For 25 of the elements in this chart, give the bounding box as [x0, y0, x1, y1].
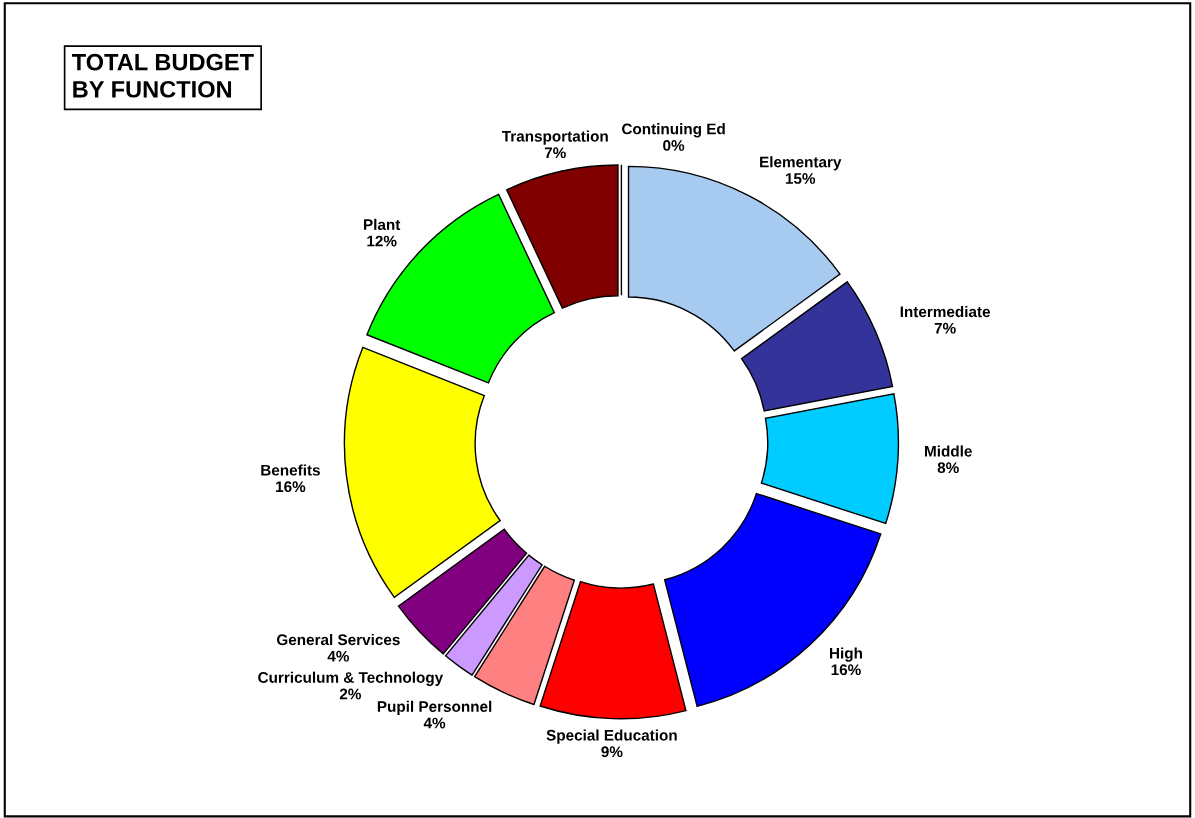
data-label: 15% [785, 173, 816, 184]
slice-label: Middle [925, 445, 972, 457]
slice-label: Pupil Personnel [377, 700, 492, 715]
data-label: 4% [423, 717, 446, 729]
data-label: 9% [601, 746, 623, 758]
text: 0% [663, 140, 685, 151]
slice-label: Curriculum & Technology [258, 671, 444, 686]
chart-title: TOTAL BUDGET BY FUNCTION [71, 53, 254, 98]
slice-label: General Services [276, 633, 400, 646]
slice-label: Plant [364, 218, 401, 231]
data-label: 16% [276, 481, 306, 493]
slice-label: Transportation [501, 130, 608, 145]
slice-label: Benefits [261, 464, 320, 476]
slice-label: High [830, 647, 862, 662]
data-label: 12% [367, 235, 397, 247]
slice-label: Special Education [546, 729, 677, 744]
data-label: 2% [339, 688, 361, 700]
data-label: 4% [327, 650, 349, 662]
data-label: 7% [934, 322, 956, 334]
slice-label: Intermediate [900, 305, 991, 318]
slice-label: Elementary [760, 156, 842, 171]
data-label: 16% [831, 664, 861, 676]
data-label: 7% [544, 147, 566, 159]
data-label: 8% [937, 462, 959, 474]
category-label: Continuing Ed [622, 123, 725, 138]
